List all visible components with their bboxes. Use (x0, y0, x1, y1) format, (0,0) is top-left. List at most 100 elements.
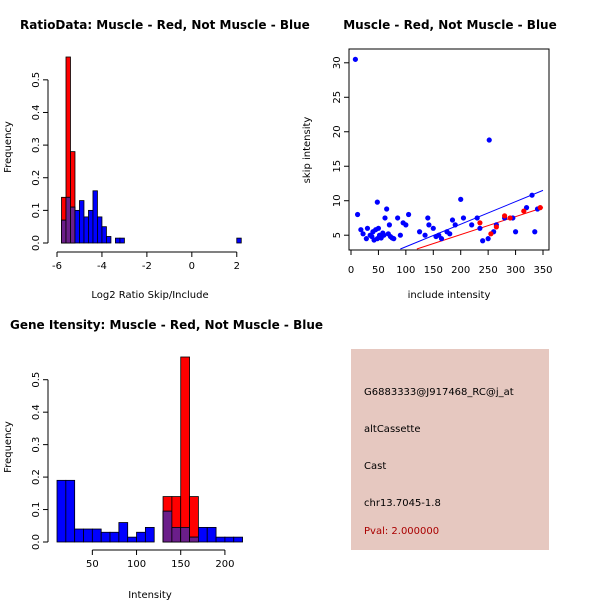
hist-intensity-bar-not-muscle (56, 479, 67, 543)
scatter-point-muscle (521, 208, 527, 214)
hist-ratio-bar-not-muscle (83, 216, 89, 244)
hist-intensity-x-tick-label: 50 (86, 559, 99, 570)
scatter-point-not-muscle (430, 225, 436, 231)
scatter-point-not-muscle (381, 232, 387, 238)
hist-ratio-x-tick-label: -4 (97, 261, 107, 272)
pval-label: Pval: 2.000000 (364, 526, 440, 537)
hist-ratio-x-tick-label: -6 (52, 261, 62, 272)
scatter-point-not-muscle (485, 236, 491, 242)
scatter-point-not-muscle (460, 215, 467, 221)
hist-ratio-bar-not-muscle (106, 236, 112, 244)
scatter-y-tick-label: 15 (332, 160, 343, 173)
hist-intensity-bar-muscle (180, 356, 190, 543)
scatter-point-not-muscle (397, 232, 403, 238)
hist-ratio-bar-overlap (65, 196, 71, 244)
scatter-point-not-muscle (438, 236, 445, 242)
hist-intensity-bar-not-muscle (144, 526, 155, 543)
scatter-point-muscle (537, 205, 543, 211)
hist-ratio-y-tick-label: 0.2 (31, 170, 42, 186)
scatter-point-not-muscle (384, 206, 390, 212)
scatter-point-not-muscle (480, 238, 486, 244)
hist-ratio-x-tick-label: 0 (189, 261, 195, 272)
scatter-point-not-muscle (375, 225, 382, 231)
hist-intensity-bar-not-muscle (118, 522, 129, 543)
hist-ratio-y-tick-label: 0.5 (31, 72, 42, 88)
scatter-plot-frame (348, 48, 550, 251)
tissue-label: Cast (364, 461, 387, 472)
scatter-y-tick-label: 25 (332, 91, 343, 104)
hist-intensity-bar-not-muscle (100, 531, 111, 543)
scatter-x-tick-label: 100 (396, 265, 415, 276)
scatter-point-not-muscle (358, 227, 364, 233)
scatter-point-not-muscle (352, 56, 358, 62)
scatter-point-not-muscle (364, 225, 371, 231)
hist-ratio-bar-overlap (70, 206, 76, 244)
hist-intensity-plot: 50 100 150 200 0.0 0.1 0.2 0.3 0.4 0.5 (31, 356, 243, 570)
info-panel: G6883333@J917468_RC@j_at altCassette Cas… (351, 349, 549, 550)
scatter-point-not-muscle (382, 215, 388, 221)
hist-intensity-x-tick-label: 150 (171, 559, 190, 570)
hist-intensity-bar-overlap (162, 510, 173, 543)
hist-intensity-y-tick-label: 0.5 (31, 372, 42, 388)
hist-ratio-x-tick-label: 2 (234, 261, 240, 272)
hist-ratio-bar-not-muscle (97, 216, 103, 244)
scatter-point-not-muscle (469, 222, 475, 228)
scatter-point-not-muscle (532, 229, 538, 235)
scatter-point-not-muscle (425, 215, 431, 221)
hist-intensity-xlabel: Intensity (128, 590, 172, 600)
hist-intensity-y-tick-label: 0.0 (31, 534, 42, 550)
hist-ratio-bar-not-muscle (236, 237, 242, 244)
scatter-x-tick-label: 150 (424, 265, 443, 276)
hist-ratio-y-tick-label: 0.1 (31, 202, 42, 218)
scatter-title: Muscle - Red, Not Muscle - Blue (343, 18, 557, 32)
hist-intensity-x-tick-label: 100 (127, 559, 146, 570)
hist-intensity-bar-not-muscle (206, 526, 217, 543)
hist-intensity-bar-not-muscle (233, 536, 243, 543)
hist-intensity-y-tick-label: 0.3 (31, 437, 42, 453)
scatter-point-not-muscle (422, 232, 428, 238)
hist-ratio-bar-not-muscle (74, 209, 80, 244)
scatter-x-tick-label: 200 (451, 265, 470, 276)
scatter-x-tick-label: 300 (506, 265, 525, 276)
hist-ratio-plot: -6 -4 -2 0 2 0.0 0.1 0.2 0.3 0.4 0.5 (31, 56, 242, 272)
scatter-x-tick-label: 0 (348, 265, 354, 276)
hist-ratio-bar-not-muscle (92, 190, 98, 244)
scatter-point-not-muscle (426, 222, 432, 228)
probe-id: G6883333@J917468_RC@j_at (364, 387, 514, 398)
hist-intensity-x-tick-label: 200 (215, 559, 234, 570)
scatter-point-not-muscle (416, 229, 423, 235)
hist-intensity-bar-not-muscle (197, 526, 208, 543)
scatter-point-not-muscle (363, 236, 369, 242)
scatter-point-not-muscle (391, 236, 397, 242)
scatter-point-not-muscle (449, 217, 456, 223)
scatter-y-tick-label: 30 (332, 56, 343, 69)
hist-intensity-bar-overlap (189, 536, 199, 543)
hist-intensity-bar-not-muscle (74, 528, 84, 543)
scatter-point-muscle (507, 215, 513, 221)
scatter-point-not-muscle (452, 222, 458, 228)
hist-ratio-x-tick-label: -2 (142, 261, 152, 272)
scatter-point-not-muscle (477, 225, 483, 231)
hist-intensity-title: Gene Itensity: Muscle - Red, Not Muscle … (10, 318, 323, 332)
scatter-point-muscle (502, 213, 508, 219)
scatter-point-not-muscle (486, 137, 492, 143)
scatter-point-not-muscle (354, 211, 361, 218)
scatter-y-tick-label: 5 (332, 232, 343, 238)
hist-ratio-y-tick-label: 0.0 (31, 235, 42, 251)
hist-intensity-bar-overlap (171, 526, 182, 543)
hist-ratio-title: RatioData: Muscle - Red, Not Muscle - Bl… (20, 18, 310, 32)
hist-intensity-bar-not-muscle (109, 531, 120, 543)
scatter-plot: 0 50 100 150 200 250 300 350 5 10 15 20 25 30 (332, 48, 553, 276)
hist-ratio-y-tick-label: 0.4 (31, 105, 42, 121)
hist-intensity-bar-not-muscle (224, 536, 235, 543)
scatter-point-muscle (493, 224, 499, 230)
scatter-point-muscle (477, 220, 483, 226)
hist-ratio-bar-not-muscle (115, 237, 121, 244)
hist-intensity-bar-not-muscle (136, 531, 146, 543)
hist-ratio-bar-not-muscle (79, 200, 85, 244)
scatter-x-tick-label: 250 (479, 265, 498, 276)
scatter-point-not-muscle (458, 196, 464, 202)
hist-intensity-bar-not-muscle (83, 528, 93, 543)
scatter-y-tick-label: 10 (332, 194, 343, 207)
